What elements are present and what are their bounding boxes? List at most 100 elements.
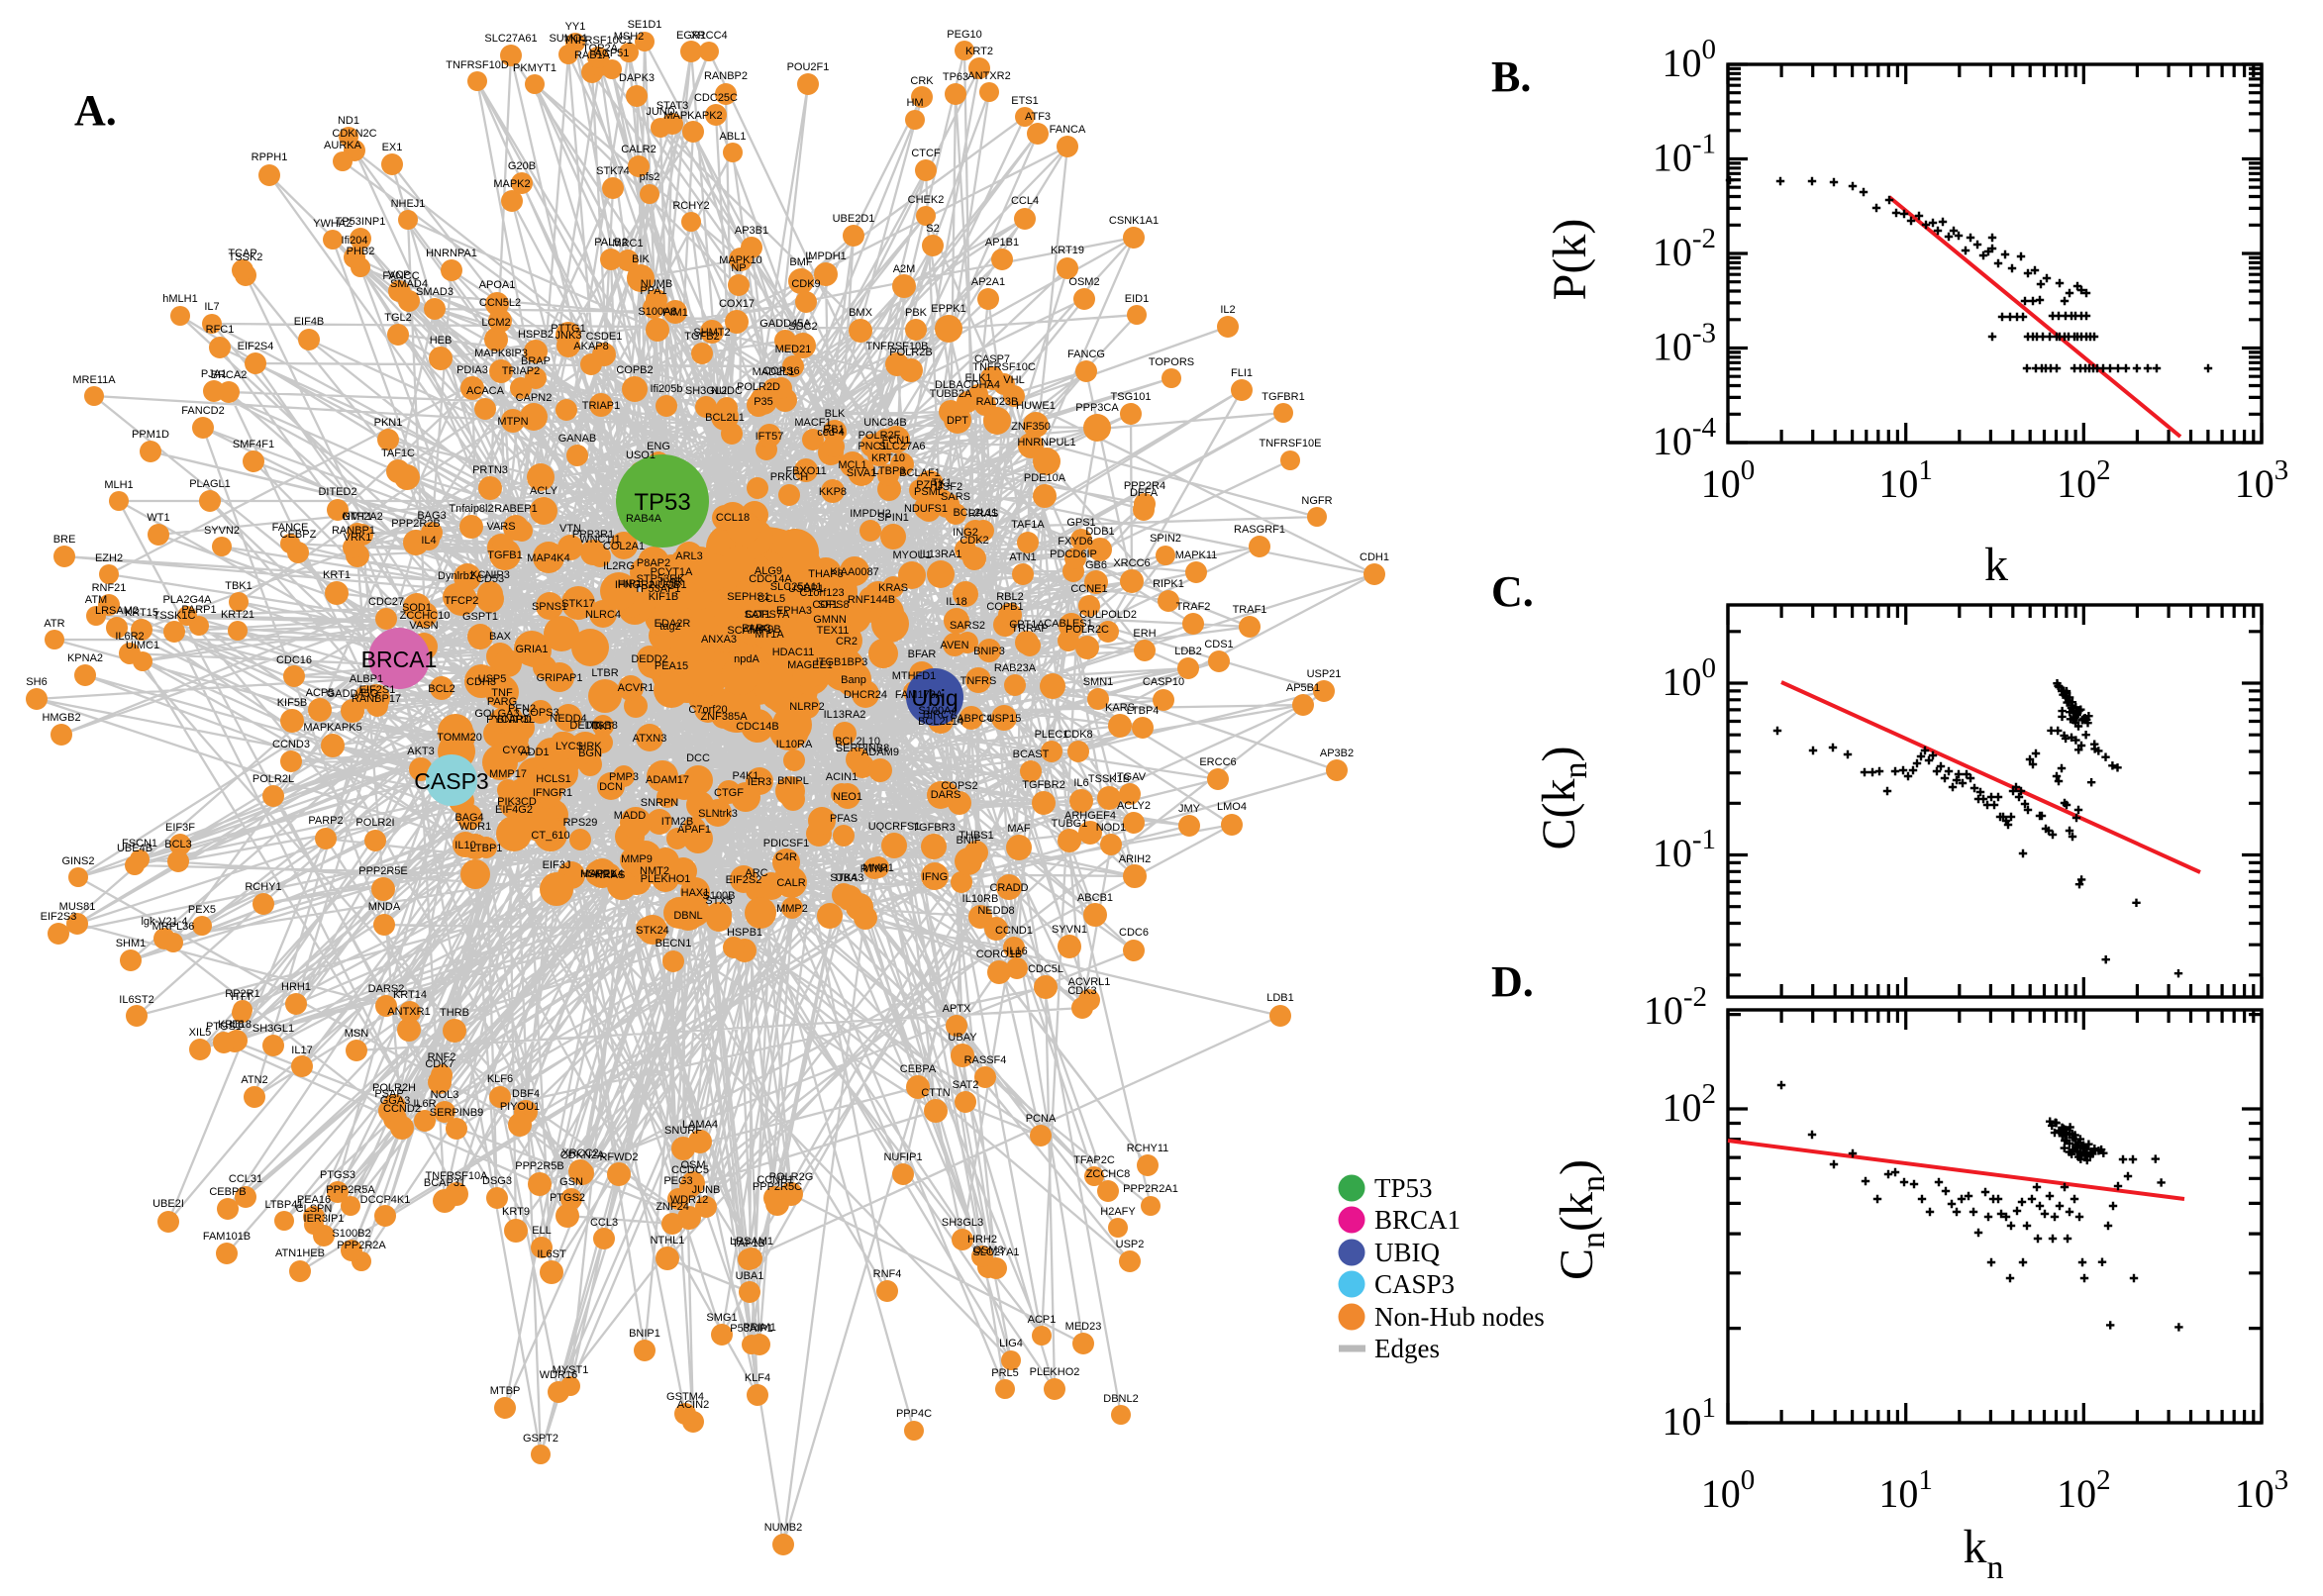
svg-text:PABPC4: PABPC4 <box>951 713 993 725</box>
svg-text:LTBP1: LTBP1 <box>470 843 503 854</box>
svg-text:PARP1: PARP1 <box>181 604 216 616</box>
svg-text:TKT: TKT <box>593 721 614 733</box>
svg-text:TOPORS: TOPORS <box>1149 356 1194 368</box>
svg-text:IL6: IL6 <box>1073 777 1088 789</box>
svg-text:MAP2K4: MAP2K4 <box>580 868 623 880</box>
svg-text:CDK7: CDK7 <box>425 1058 454 1070</box>
svg-text:AP5B1: AP5B1 <box>1286 682 1320 694</box>
svg-text:BCL2L10: BCL2L10 <box>835 736 880 748</box>
svg-text:PTTG1: PTTG1 <box>551 323 585 335</box>
svg-text:BNIP1: BNIP1 <box>629 1328 660 1340</box>
svg-text:ERCC6: ERCC6 <box>1199 756 1236 768</box>
svg-text:TRAF1: TRAF1 <box>1233 604 1267 616</box>
svg-text:HUWE1: HUWE1 <box>1016 400 1056 412</box>
svg-text:ANTXR1: ANTXR1 <box>387 1006 430 1018</box>
svg-text:NDUFS1: NDUFS1 <box>904 503 948 515</box>
svg-text:C(kn): C(kn) <box>1533 747 1594 850</box>
svg-text:ZNF385A: ZNF385A <box>700 711 748 723</box>
svg-text:SNURF: SNURF <box>664 1125 702 1137</box>
svg-text:ARHGEF4: ARHGEF4 <box>1064 810 1116 822</box>
svg-text:CHEK2: CHEK2 <box>908 194 945 206</box>
svg-text:KCNIP3: KCNIP3 <box>470 569 510 581</box>
svg-text:TK1: TK1 <box>932 477 952 489</box>
svg-text:ATN2: ATN2 <box>241 1074 267 1086</box>
svg-text:LMO4: LMO4 <box>1217 801 1247 813</box>
svg-text:PCNA: PCNA <box>1026 1113 1057 1125</box>
svg-text:FANCG: FANCG <box>1067 349 1105 360</box>
svg-text:OSM2: OSM2 <box>1068 276 1099 288</box>
svg-text:CCDC5: CCDC5 <box>671 1164 709 1176</box>
svg-text:CCL18: CCL18 <box>716 512 750 524</box>
svg-text:HRH2: HRH2 <box>967 1234 997 1246</box>
svg-text:AP3B1: AP3B1 <box>735 225 768 237</box>
svg-text:PCYT1A: PCYT1A <box>651 566 693 578</box>
svg-text:RNF2: RNF2 <box>428 1051 456 1063</box>
svg-text:ITM2B: ITM2B <box>661 816 693 828</box>
svg-text:UBA1: UBA1 <box>736 1270 764 1282</box>
svg-text:CDH3: CDH3 <box>466 676 496 688</box>
svg-text:IL10RA: IL10RA <box>776 739 813 750</box>
svg-text:FANCD2: FANCD2 <box>181 405 224 417</box>
svg-text:UBE4B: UBE4B <box>117 843 152 854</box>
svg-text:SMN1: SMN1 <box>1083 676 1114 688</box>
svg-text:NUMB2: NUMB2 <box>764 1522 803 1534</box>
svg-text:SPIN1: SPIN1 <box>877 512 909 524</box>
svg-text:IL7: IL7 <box>204 301 219 313</box>
svg-text:JMY: JMY <box>1178 803 1201 815</box>
svg-text:ACP51: ACP51 <box>595 48 630 59</box>
svg-text:KARS: KARS <box>1105 702 1135 714</box>
svg-text:MRPL36: MRPL36 <box>152 921 195 933</box>
svg-text:tag2: tag2 <box>659 621 680 633</box>
svg-text:Tnfaip8l2: Tnfaip8l2 <box>449 503 493 515</box>
svg-text:BRCA1: BRCA1 <box>361 647 438 672</box>
svg-text:LTBR: LTBR <box>591 667 618 679</box>
svg-text:PFN2: PFN2 <box>508 703 536 715</box>
svg-text:B.: B. <box>1491 52 1531 101</box>
svg-text:LRSAM1: LRSAM1 <box>730 1236 773 1247</box>
svg-text:COPS7A: COPS7A <box>746 609 790 621</box>
svg-text:GRIPAP1: GRIPAP1 <box>537 672 583 684</box>
svg-text:CABLES1: CABLES1 <box>1044 618 1093 630</box>
svg-text:ACP5: ACP5 <box>306 687 335 699</box>
svg-text:HNRNPA1: HNRNPA1 <box>426 248 477 259</box>
svg-text:PNC1: PNC1 <box>858 441 886 452</box>
svg-text:CDC5L: CDC5L <box>1028 963 1063 975</box>
svg-text:C1orf123: C1orf123 <box>799 587 844 599</box>
svg-text:PPP4C: PPP4C <box>896 1408 932 1420</box>
svg-text:HDAC11: HDAC11 <box>772 647 815 658</box>
svg-text:CCL3: CCL3 <box>590 1217 618 1229</box>
svg-text:BCL2L1: BCL2L1 <box>705 412 745 424</box>
svg-text:BAX: BAX <box>489 631 512 643</box>
svg-text:PZP2: PZP2 <box>916 479 944 491</box>
svg-text:CCL4: CCL4 <box>1011 195 1039 207</box>
svg-text:TEX11: TEX11 <box>817 625 850 637</box>
svg-text:DARS: DARS <box>931 789 961 801</box>
svg-text:PARP2: PARP2 <box>308 815 343 827</box>
svg-text:ND1: ND1 <box>338 115 359 127</box>
svg-text:ATF3: ATF3 <box>1025 111 1051 123</box>
svg-text:G20B: G20B <box>508 160 536 172</box>
svg-text:BGN: BGN <box>578 748 602 759</box>
svg-text:SNRPN: SNRPN <box>641 797 679 809</box>
svg-text:SPIN2: SPIN2 <box>1150 533 1181 545</box>
svg-text:DEDD: DEDD <box>569 720 600 732</box>
svg-text:POLR2F: POLR2F <box>858 430 901 442</box>
svg-text:RCHY2: RCHY2 <box>672 200 709 212</box>
svg-text:CDC16: CDC16 <box>276 654 312 666</box>
svg-text:MED21: MED21 <box>775 344 812 355</box>
svg-text:NEDD8: NEDD8 <box>977 905 1014 917</box>
svg-text:ETS1: ETS1 <box>1011 95 1039 107</box>
svg-text:FAM173A: FAM173A <box>895 689 944 701</box>
svg-text:EIF2S4: EIF2S4 <box>238 341 274 352</box>
svg-text:MAPK11: MAPK11 <box>1175 549 1218 561</box>
svg-text:UBE2I: UBE2I <box>152 1198 184 1210</box>
svg-text:COPS3: COPS3 <box>522 707 558 719</box>
svg-text:PLA2G4A: PLA2G4A <box>163 594 213 606</box>
svg-text:RCHY11: RCHY11 <box>1127 1143 1169 1154</box>
svg-text:MAPK10: MAPK10 <box>719 254 761 266</box>
svg-text:PPP2R2A1: PPP2R2A1 <box>1123 1183 1178 1195</box>
svg-text:DAPK3: DAPK3 <box>619 72 655 84</box>
svg-text:RNF144B: RNF144B <box>848 594 895 606</box>
svg-text:RAB23A: RAB23A <box>994 662 1037 674</box>
svg-text:ACIN1: ACIN1 <box>826 771 858 783</box>
